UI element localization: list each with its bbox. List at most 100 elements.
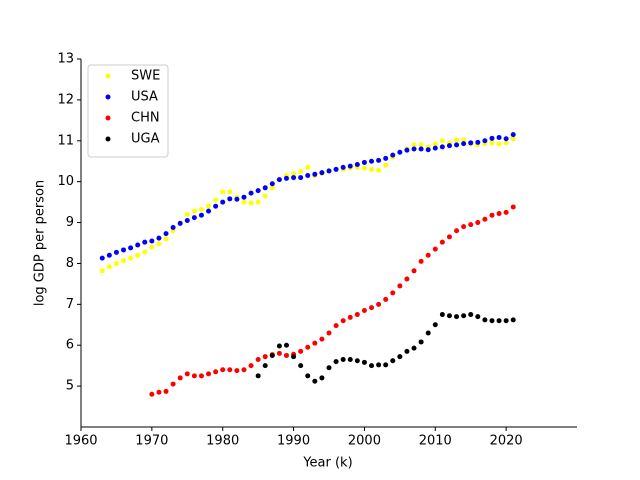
point <box>241 367 247 373</box>
point <box>340 357 346 363</box>
legend-marker <box>105 94 111 100</box>
point <box>269 181 275 187</box>
point <box>276 350 282 356</box>
x-axis-label: Year (k) <box>302 456 352 471</box>
point <box>184 371 190 377</box>
point <box>383 155 389 161</box>
point <box>198 373 204 379</box>
point <box>461 224 467 230</box>
point <box>319 375 325 381</box>
point <box>432 145 438 151</box>
point <box>354 358 360 364</box>
y-tick-label: 8 <box>66 256 74 271</box>
point <box>404 147 410 153</box>
point <box>454 142 460 148</box>
y-tick-label: 10 <box>57 174 74 189</box>
point <box>503 140 509 146</box>
point <box>376 157 382 163</box>
point <box>454 228 460 234</box>
point <box>411 146 417 152</box>
point <box>142 239 148 245</box>
point <box>439 239 445 245</box>
point <box>269 185 275 191</box>
point <box>454 137 460 143</box>
point <box>149 391 155 397</box>
point <box>291 170 297 176</box>
point <box>347 314 353 320</box>
point <box>411 268 417 274</box>
point <box>283 342 289 348</box>
y-tick-label: 5 <box>66 379 74 394</box>
y-tick-label: 11 <box>57 133 74 148</box>
point <box>255 357 261 363</box>
point <box>446 143 452 149</box>
point <box>255 199 261 205</box>
point <box>177 220 183 226</box>
point <box>227 189 233 195</box>
point <box>149 244 155 250</box>
point <box>468 312 474 318</box>
point <box>397 149 403 155</box>
point <box>383 162 389 168</box>
point <box>170 224 176 230</box>
point <box>432 141 438 147</box>
point <box>340 318 346 324</box>
point <box>312 171 318 177</box>
legend-label: SWE <box>131 69 160 84</box>
point <box>326 365 332 371</box>
point <box>454 314 460 320</box>
point <box>503 136 509 142</box>
point <box>496 211 502 217</box>
point <box>383 362 389 368</box>
x-tick-label: 1990 <box>277 434 310 449</box>
point <box>163 236 169 242</box>
x-tick-label: 2000 <box>348 434 381 449</box>
point <box>397 283 403 289</box>
point <box>206 203 212 209</box>
point <box>163 231 169 237</box>
point <box>184 211 190 217</box>
point <box>177 375 183 381</box>
point <box>156 235 162 241</box>
point <box>489 135 495 141</box>
point <box>241 199 247 205</box>
point <box>369 305 375 311</box>
point <box>276 343 282 349</box>
point <box>390 290 396 296</box>
point <box>418 142 424 148</box>
point <box>128 255 134 261</box>
point <box>446 234 452 240</box>
point <box>248 190 254 196</box>
x-tick-label: 1980 <box>206 434 239 449</box>
point <box>113 249 119 255</box>
point <box>376 301 382 307</box>
point <box>489 318 495 324</box>
point <box>397 354 403 360</box>
point <box>475 220 481 226</box>
point <box>206 371 212 377</box>
point <box>106 264 112 270</box>
point <box>149 238 155 244</box>
point <box>489 140 495 146</box>
point <box>361 359 367 365</box>
y-tick-label: 9 <box>66 215 74 230</box>
legend-marker <box>105 136 111 142</box>
point <box>369 158 375 164</box>
point <box>475 139 481 145</box>
point <box>390 358 396 364</box>
point <box>319 170 325 176</box>
point <box>468 222 474 228</box>
point <box>482 317 488 323</box>
point <box>418 146 424 152</box>
point <box>482 216 488 222</box>
point <box>326 330 332 336</box>
x-tick-label: 1970 <box>135 434 168 449</box>
point <box>234 196 240 202</box>
point <box>496 141 502 147</box>
point <box>496 135 502 141</box>
point <box>383 296 389 302</box>
point <box>510 204 516 210</box>
legend-marker <box>105 73 111 79</box>
point <box>347 163 353 169</box>
point <box>361 307 367 313</box>
